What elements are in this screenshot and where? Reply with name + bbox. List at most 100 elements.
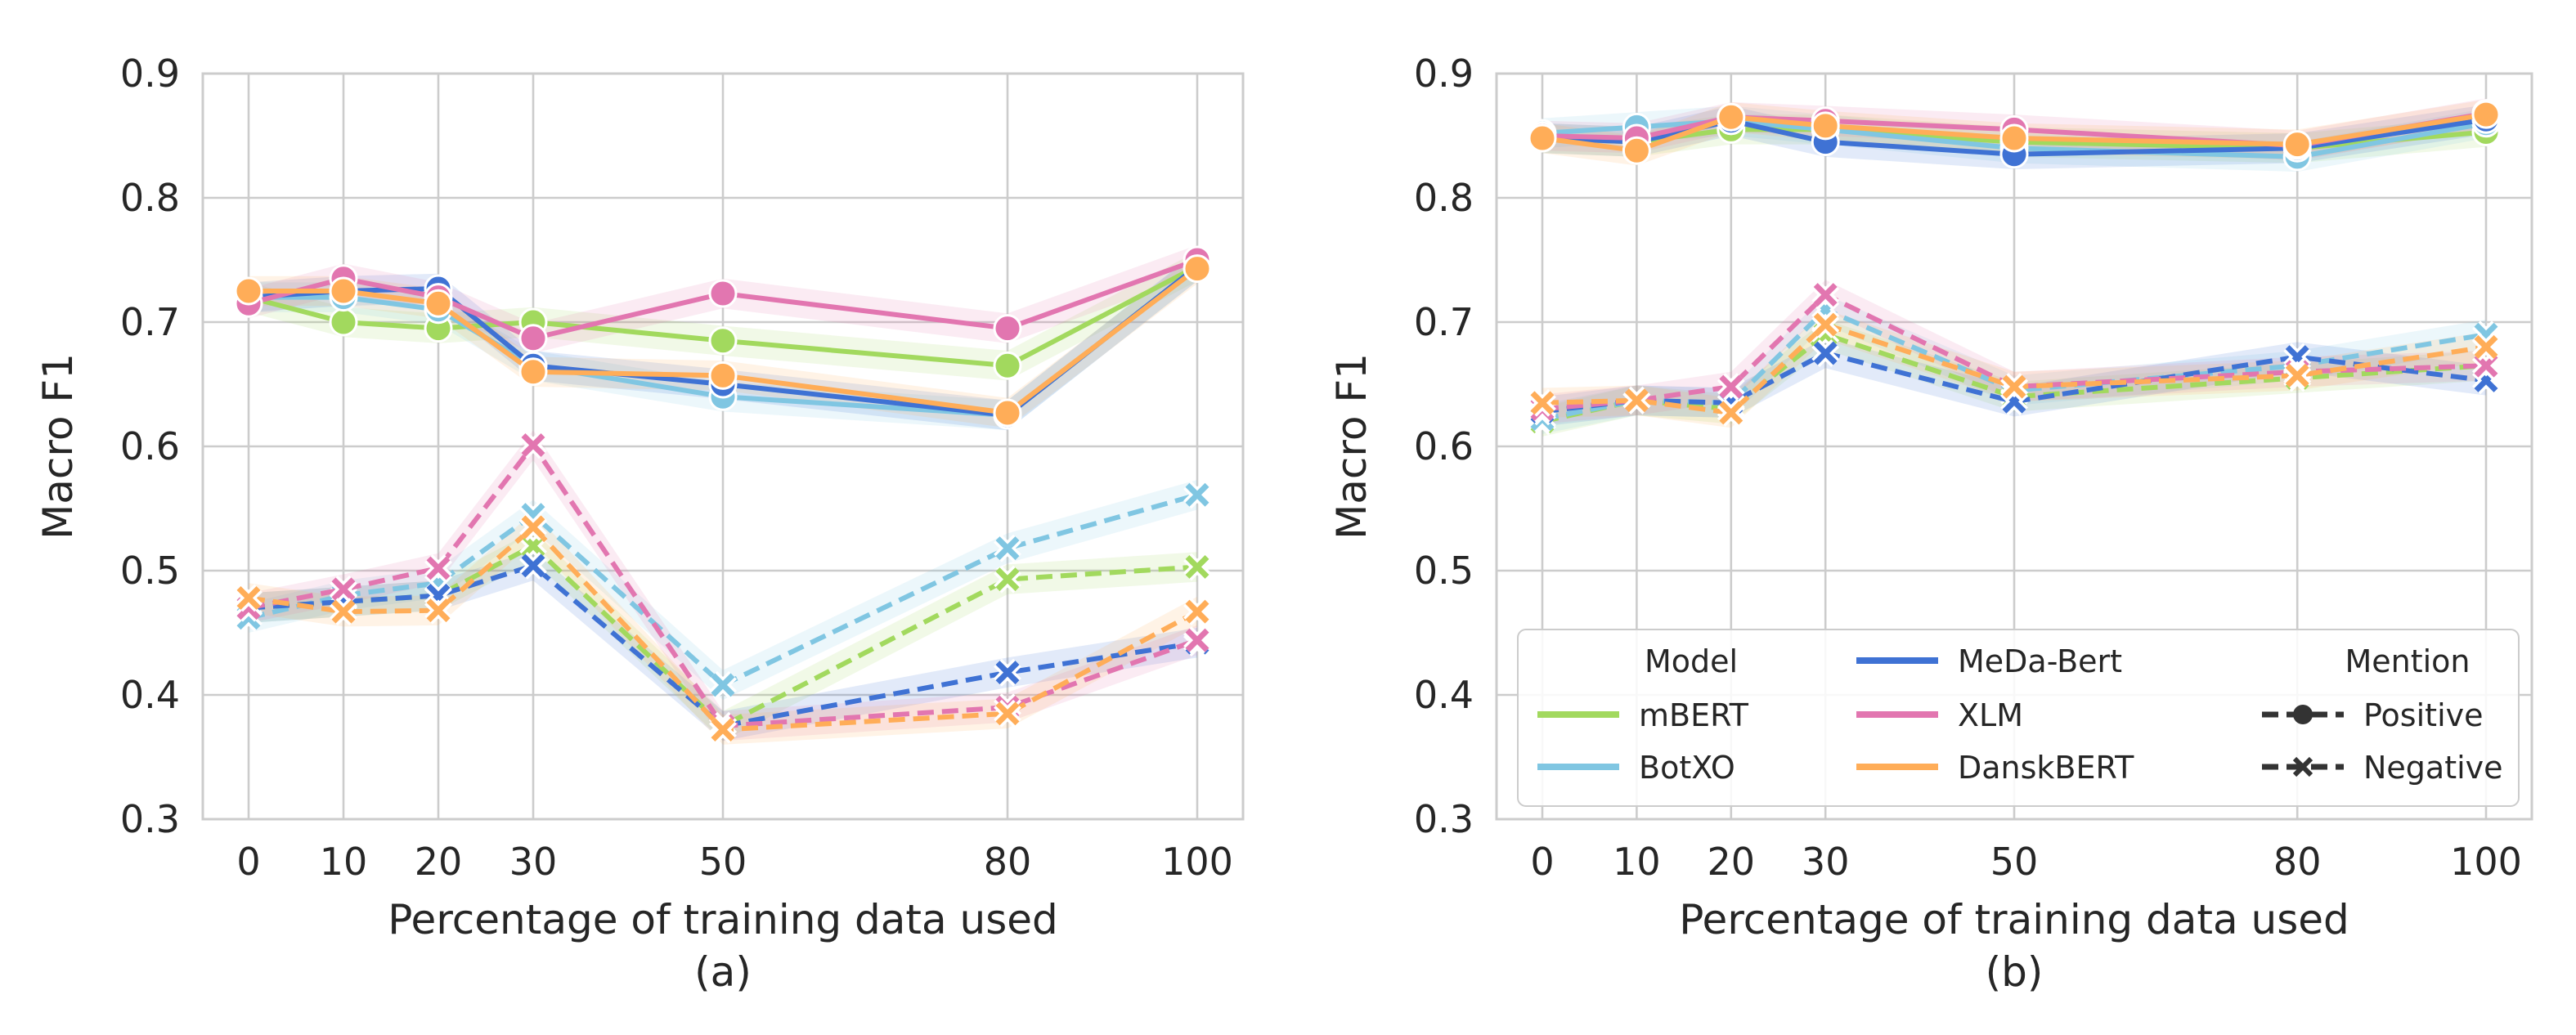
y-tick-label: 0.7 [1414,300,1474,344]
data-point [2282,130,2312,159]
confidence-band [1542,338,2486,427]
panel-label: (b) [1986,948,2044,996]
data-point [1999,123,2029,153]
data-point [234,276,263,306]
y-tick-label: 0.5 [1414,549,1474,593]
data-point [2002,374,2026,399]
data-point [424,289,453,318]
data-point [995,567,1020,592]
data-point [1624,388,1649,413]
data-point [1813,341,1838,365]
data-point [1813,312,1838,337]
data-point [521,515,545,540]
data-point [426,598,451,623]
data-point [2285,363,2309,388]
data-point [711,673,735,697]
plot-frame [1495,72,2533,821]
confidence-band [1542,280,2486,424]
data-point [711,718,735,742]
y-tick-label: 0.3 [120,797,180,841]
x-marker-icon [2292,756,2313,777]
data-point [329,307,358,337]
legend-label-DanskBERT: DanskBERT [1958,750,2134,786]
data-point [1185,482,1209,507]
legend-label-XLM: XLM [1958,697,2023,733]
data-point [1811,111,1840,141]
plot-frame [201,72,1245,821]
legend-label-Negative: Negative [2363,750,2503,786]
y-tick-label: 0.6 [1414,424,1474,468]
data-point [426,556,451,580]
data-point [1183,254,1212,284]
data-point [1717,102,1746,132]
x-tick-label: 10 [1613,840,1661,884]
x-tick-label: 20 [1708,840,1756,884]
data-point [1185,554,1209,579]
y-tick-label: 0.6 [120,424,180,468]
data-point [708,279,738,308]
data-point [331,577,356,602]
confidence-band [249,531,1197,742]
legend-title-mention: Mention [2345,643,2470,679]
data-point [1719,374,1744,399]
y-tick-label: 0.5 [120,549,180,593]
data-point [521,553,545,578]
data-point [993,398,1022,428]
data-point [1185,599,1209,624]
y-tick-label: 0.4 [120,673,180,717]
data-point [521,433,545,457]
x-tick-label: 80 [2273,840,2322,884]
confidence-band [249,550,1197,742]
data-point [2474,334,2498,359]
x-tick-label: 0 [236,840,260,884]
data-point [518,324,548,353]
y-tick-label: 0.8 [120,176,180,220]
legend-label-BotXO: BotXO [1639,750,1735,786]
x-tick-label: 100 [1161,840,1233,884]
data-point [329,276,358,306]
x-tick-label: 20 [415,840,463,884]
data-point [1813,283,1838,307]
data-point [708,361,738,390]
data-point [995,661,1020,685]
data-point [1622,136,1651,165]
y-tick-label: 0.9 [1414,52,1474,96]
data-point [2471,100,2501,129]
legend-title-model: Model [1645,643,1738,679]
data-point [1528,123,1557,153]
legend-label-mBERT: mBERT [1639,697,1749,733]
data-point [993,314,1022,343]
y-tick-label: 0.3 [1414,797,1474,841]
confidence-band [249,480,1197,701]
legend-label-MeDa-Bert: MeDa-Bert [1958,643,2122,679]
data-point [995,701,1020,726]
data-point [1530,391,1555,415]
legend: Model mBERT BotXO MeDa-Bert XLM DanskBERT Ment… [1517,629,2520,807]
x-tick-label: 100 [2450,840,2522,884]
panel-label: (a) [694,948,752,996]
circle-marker-icon [2293,705,2313,724]
data-point [1185,628,1209,652]
x-axis-label: Percentage of training data used [388,896,1058,943]
data-point [708,326,738,356]
x-tick-label: 0 [1530,840,1554,884]
legend-box [1517,629,2520,807]
y-axis-label: Macro F1 [34,353,82,540]
legend-label-Positive: Positive [2363,697,2484,733]
data-point [236,585,261,610]
data-point [995,536,1020,561]
x-tick-label: 30 [509,840,558,884]
y-tick-label: 0.4 [1414,673,1474,717]
confidence-band [249,251,1197,381]
data-point [518,357,548,387]
y-tick-label: 0.9 [120,52,180,96]
data-point [331,599,356,624]
x-tick-label: 30 [1802,840,1850,884]
x-tick-label: 80 [984,840,1032,884]
data-point [993,351,1022,380]
y-tick-label: 0.8 [1414,176,1474,220]
x-tick-label: 10 [320,840,368,884]
y-axis-label: Macro F1 [1328,353,1376,540]
x-axis-label: Percentage of training data used [1679,896,2349,943]
